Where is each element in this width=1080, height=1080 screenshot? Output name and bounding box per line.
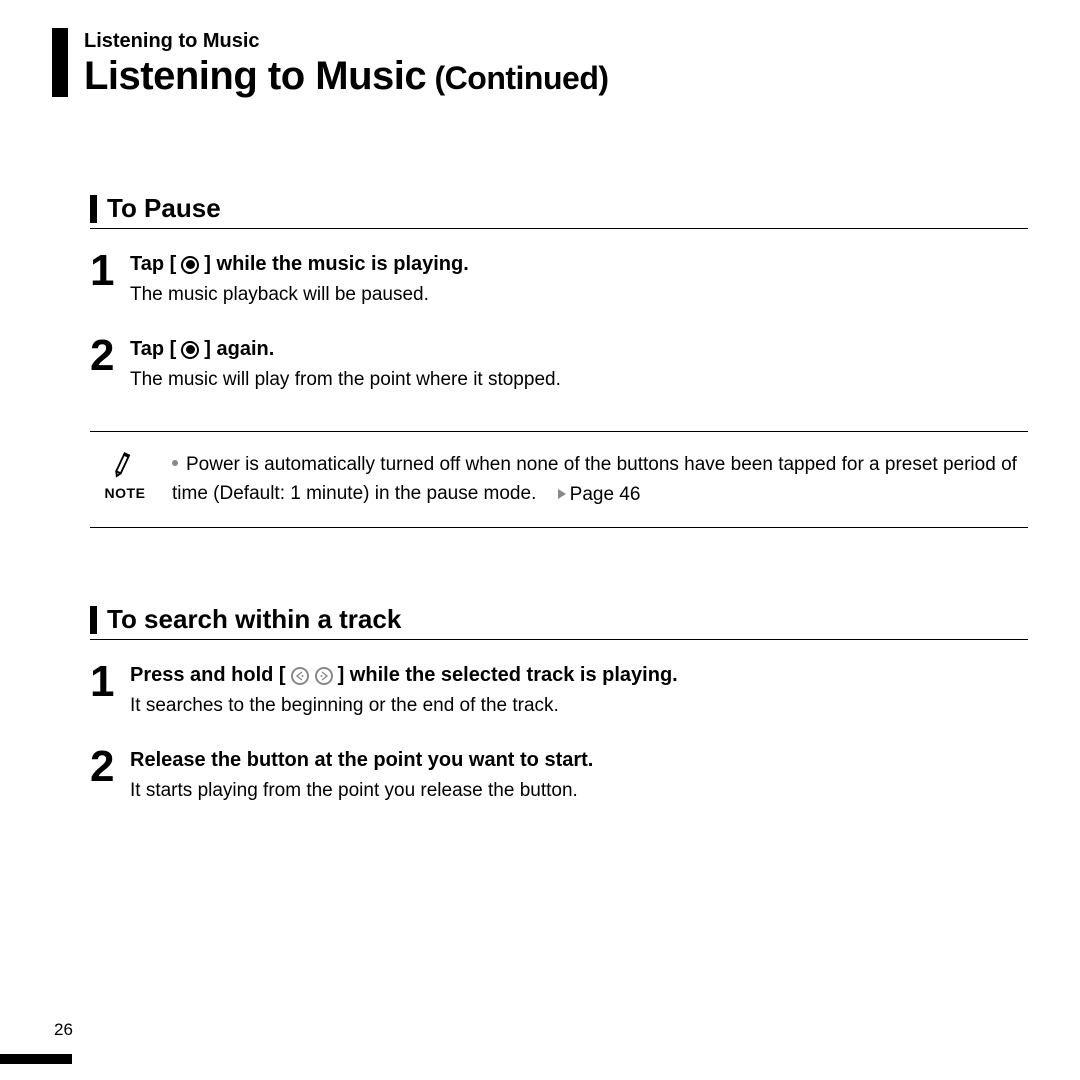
header-accent-bar <box>52 28 68 97</box>
step-heading: Tap [ ] while the music is playing. <box>130 253 1028 276</box>
center-button-icon <box>181 341 199 359</box>
step-description: The music will play from the point where… <box>130 369 1028 391</box>
step-description: It starts playing from the point you rel… <box>130 780 1028 802</box>
page-number: 26 <box>54 1020 73 1040</box>
manual-page: Listening to Music Listening to Music (C… <box>0 0 1080 1080</box>
step-number: 2 <box>90 336 130 391</box>
pencil-icon <box>106 444 144 485</box>
note-label: NOTE <box>90 485 160 501</box>
breadcrumb: Listening to Music <box>84 30 609 53</box>
step-item: 2 Tap [ ] again. The music will play fro… <box>90 336 1028 391</box>
triangle-right-icon <box>558 489 566 499</box>
section-accent-bar <box>90 195 97 223</box>
section-title: To Pause <box>107 193 221 224</box>
note-left: NOTE <box>90 448 160 501</box>
section-title: To search within a track <box>107 604 401 635</box>
section-to-pause: To Pause 1 Tap [ ] while the music is pl… <box>52 193 1028 528</box>
footer-accent-bar <box>0 1054 72 1064</box>
step-heading: Tap [ ] again. <box>130 338 1028 361</box>
heading-before: Tap [ <box>130 338 176 361</box>
title-suffix: (Continued) <box>426 60 608 96</box>
heading-after: ] while the selected track is playing. <box>338 664 678 687</box>
section-search-track: To search within a track 1 Press and hol… <box>52 604 1028 802</box>
heading-before: Press and hold [ <box>130 664 286 687</box>
section-accent-bar <box>90 606 97 634</box>
note-box: NOTE Power is automatically turned off w… <box>90 431 1028 528</box>
step-number: 1 <box>90 662 130 717</box>
step-item: 2 Release the button at the point you wa… <box>90 747 1028 802</box>
heading-before: Tap [ <box>130 253 176 276</box>
step-description: It searches to the beginning or the end … <box>130 695 1028 717</box>
step-body: Release the button at the point you want… <box>130 747 1028 802</box>
page-header: Listening to Music Listening to Music (C… <box>52 28 1028 97</box>
step-heading: Press and hold [ ] while the selected tr… <box>130 664 1028 687</box>
note-text: Power is automatically turned off when n… <box>160 448 1028 509</box>
section-header: To search within a track <box>90 604 1028 640</box>
step-number: 2 <box>90 747 130 802</box>
step-item: 1 Tap [ ] while the music is playing. Th… <box>90 251 1028 306</box>
step-body: Press and hold [ ] while the selected tr… <box>130 662 1028 717</box>
heading-plain: Release the button at the point you want… <box>130 749 593 772</box>
page-ref-text: Page 46 <box>570 480 641 509</box>
section-header: To Pause <box>90 193 1028 229</box>
header-text-block: Listening to Music Listening to Music (C… <box>84 28 609 97</box>
page-reference: Page 46 <box>558 480 641 509</box>
step-item: 1 Press and hold [ ] while the selected … <box>90 662 1028 717</box>
center-button-icon <box>181 256 199 274</box>
step-number: 1 <box>90 251 130 306</box>
left-button-icon <box>291 667 309 685</box>
bullet-icon <box>172 460 178 466</box>
heading-after: ] again. <box>204 338 274 361</box>
title-main: Listening to Music <box>84 54 426 98</box>
step-body: Tap [ ] again. The music will play from … <box>130 336 1028 391</box>
right-button-icon <box>315 667 333 685</box>
step-heading: Release the button at the point you want… <box>130 749 1028 772</box>
step-body: Tap [ ] while the music is playing. The … <box>130 251 1028 306</box>
heading-after: ] while the music is playing. <box>204 253 469 276</box>
step-description: The music playback will be paused. <box>130 284 1028 306</box>
page-title: Listening to Music (Continued) <box>84 55 609 97</box>
